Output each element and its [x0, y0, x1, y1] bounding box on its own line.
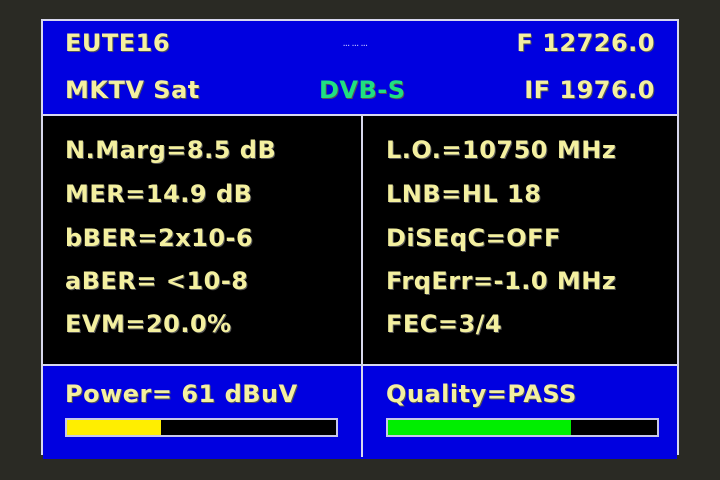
power-bar-fill	[67, 420, 162, 435]
frequency: F 12726.0	[516, 29, 655, 57]
center-indicator: ... ... ...	[343, 41, 368, 48]
quality-label: Quality=PASS	[386, 380, 577, 408]
quality-bar	[386, 418, 659, 437]
column-divider	[361, 116, 363, 457]
nmarg-value: N.Marg=8.5 dB	[65, 136, 277, 164]
measurements-panel: N.Marg=8.5 dB MER=14.9 dB bBER=2x10-6 aB…	[43, 116, 677, 364]
power-label: Power= 61 dBuV	[65, 380, 298, 408]
frqerr-value: FrqErr=-1.0 MHz	[386, 267, 617, 295]
quality-bar-fill	[388, 420, 571, 435]
satellite-name: EUTE16	[65, 29, 171, 57]
meter-screen: EUTE16 ... ... ... F 12726.0 MKTV Sat DV…	[41, 19, 679, 459]
lnb-value: LNB=HL 18	[386, 180, 542, 208]
diseqc-value: DiSEqC=OFF	[386, 224, 561, 252]
mer-value: MER=14.9 dB	[65, 180, 253, 208]
provider-name: MKTV Sat	[65, 76, 200, 104]
aber-value: aBER= <10-8	[65, 267, 249, 295]
header-row-2: MKTV Sat DVB-S IF 1976.0	[43, 68, 677, 116]
power-bar	[65, 418, 338, 437]
standard: DVB-S	[319, 76, 406, 104]
header-row-1: EUTE16 ... ... ... F 12726.0	[43, 21, 677, 70]
fec-value: FEC=3/4	[386, 310, 503, 338]
lo-value: L.O.=10750 MHz	[386, 136, 617, 164]
bber-value: bBER=2x10-6	[65, 224, 254, 252]
evm-value: EVM=20.0%	[65, 310, 232, 338]
if-frequency: IF 1976.0	[524, 76, 655, 104]
level-panel: Power= 61 dBuV Quality=PASS	[43, 364, 677, 459]
